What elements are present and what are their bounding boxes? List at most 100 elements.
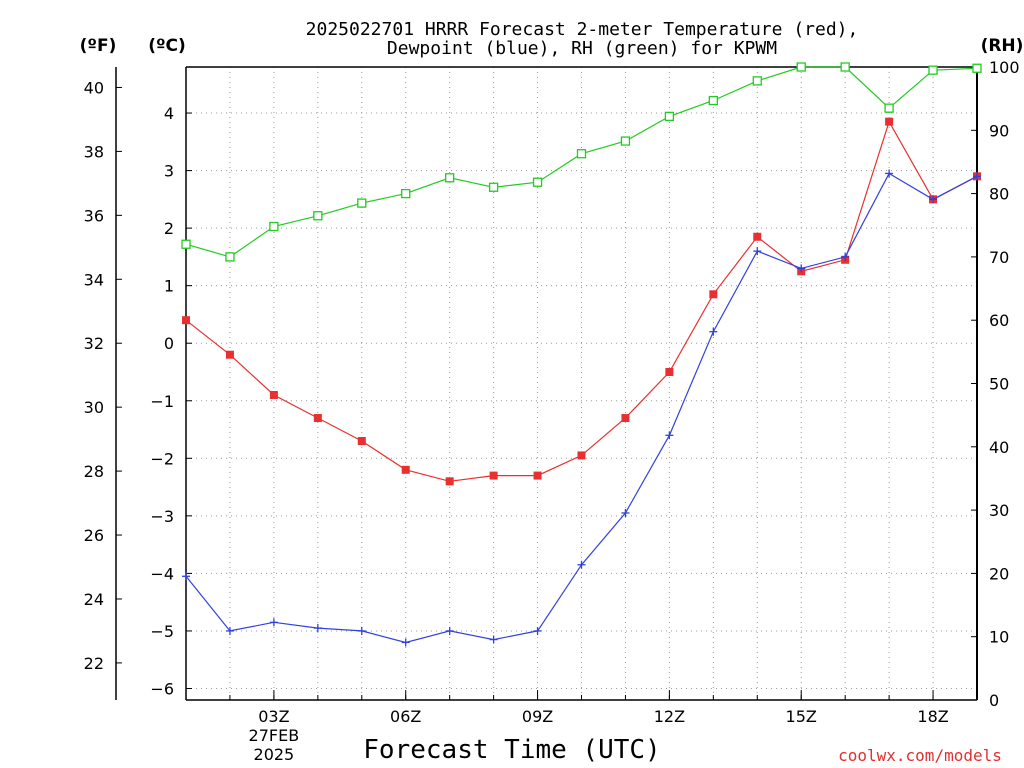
celsius-tick-label: −3 [150, 507, 174, 526]
fahrenheit-tick-label: 26 [84, 526, 104, 545]
rh-point [532, 177, 543, 187]
temperature-point [885, 117, 894, 126]
rh-tick-label: 90 [989, 121, 1009, 140]
unit-fahrenheit-label: (ºF) [80, 36, 117, 56]
rh-point [401, 188, 411, 199]
rh-point [269, 221, 279, 232]
temperature-point [489, 471, 498, 480]
fahrenheit-tick-label: 40 [84, 78, 104, 97]
dewpoint-point [225, 626, 234, 635]
dewpoint-point [269, 618, 278, 627]
axes [115, 66, 978, 701]
temperature-point [533, 471, 542, 480]
dewpoint-point [797, 264, 806, 273]
celsius-tick-label: 0 [164, 334, 174, 353]
rh-tick-label: 10 [989, 628, 1009, 647]
fahrenheit-tick-label: 24 [84, 590, 104, 609]
rh-point [357, 198, 367, 208]
temperature-point [357, 437, 366, 446]
rh-point [488, 182, 499, 192]
rh-point [708, 95, 718, 106]
rh-point [181, 239, 191, 249]
rh-point [884, 103, 894, 113]
fahrenheit-tick-label: 30 [84, 398, 104, 417]
temperature-point [753, 232, 762, 241]
celsius-tick-label: −1 [150, 392, 174, 411]
rh-point [664, 111, 675, 122]
rh-point [840, 62, 850, 72]
unit-rh-label: (RH) [981, 36, 1024, 56]
dewpoint-point [445, 626, 454, 635]
x-tick-label: 12Z [654, 707, 685, 726]
rh-tick-label: 30 [989, 501, 1009, 520]
dewpoint-point [621, 508, 630, 517]
fahrenheit-tick-label: 36 [84, 206, 104, 225]
celsius-tick-label: −2 [150, 449, 174, 468]
temperature-point [709, 290, 718, 299]
chart-title-line2: Dewpoint (blue), RH (green) for KPWM [387, 38, 777, 59]
x-tick-label: 03Z [258, 707, 289, 726]
dewpoint-point [182, 572, 190, 581]
celsius-tick-label: −5 [150, 622, 174, 641]
x-axis-title: Forecast Time (UTC) [363, 735, 660, 765]
celsius-tick-label: 2 [164, 219, 174, 238]
x-tick-label: 15Z [786, 707, 817, 726]
rh-tick-label: 100 [989, 58, 1020, 77]
rh-point [796, 62, 806, 72]
x-tick-label: 09Z [522, 707, 553, 726]
dewpoint-point [577, 560, 586, 569]
tick-labels: −6−5−4−3−2−10123422242628303234363840010… [84, 58, 1020, 764]
temperature-point [225, 350, 234, 359]
dewpoint-point [489, 635, 498, 644]
dewpoint-point [357, 626, 366, 635]
rh-tick-label: 80 [989, 185, 1009, 204]
celsius-tick-label: −6 [150, 679, 174, 698]
rh-point [620, 136, 631, 146]
x-tick-label: 18Z [917, 707, 948, 726]
x-tick-label: 06Z [390, 707, 421, 726]
fahrenheit-tick-label: 28 [84, 462, 104, 481]
dewpoint-point [841, 252, 850, 261]
credit-link[interactable]: coolwx.com/models [838, 746, 1002, 765]
celsius-tick-label: 3 [164, 162, 174, 181]
rh-point [752, 76, 762, 86]
rh-point [445, 173, 455, 183]
unit-celsius-label: (ºC) [148, 36, 186, 56]
rh-tick-label: 0 [989, 691, 999, 710]
temperature-point [182, 316, 190, 325]
dewpoint-point [753, 247, 762, 256]
temperature-point [665, 367, 674, 376]
dewpoint-point [973, 172, 981, 181]
dewpoint-point [929, 195, 938, 204]
temperature-point [577, 451, 586, 460]
celsius-tick-label: 1 [164, 277, 174, 296]
grid-lines [186, 67, 977, 700]
rh-point [225, 252, 235, 262]
x-tick-date-label: 27FEB [249, 726, 300, 745]
rh-point [313, 211, 323, 221]
temperature-point [313, 414, 322, 423]
series-group [181, 62, 982, 647]
rh-tick-label: 50 [989, 375, 1009, 394]
fahrenheit-tick-label: 22 [84, 654, 104, 673]
temperature-point [269, 391, 278, 400]
rh-tick-label: 40 [989, 438, 1009, 457]
dewpoint-point [401, 638, 410, 647]
temperature-point [401, 465, 410, 474]
dewpoint-point [313, 624, 322, 633]
rh-tick-label: 20 [989, 564, 1009, 583]
celsius-tick-label: −4 [150, 564, 174, 583]
dewpoint-point [665, 431, 674, 440]
rh-point [972, 63, 982, 73]
chart-title-line1: 2025022701 HRRR Forecast 2-meter Tempera… [306, 19, 859, 40]
fahrenheit-tick-label: 32 [84, 334, 104, 353]
rh-tick-label: 70 [989, 248, 1009, 267]
celsius-tick-label: 4 [164, 104, 174, 123]
temperature-point [621, 414, 630, 423]
x-tick-year-label: 2025 [254, 745, 295, 764]
fahrenheit-tick-label: 34 [84, 270, 104, 289]
rh-point [928, 65, 938, 75]
dewpoint-point [709, 327, 718, 336]
fahrenheit-tick-label: 38 [84, 142, 104, 161]
